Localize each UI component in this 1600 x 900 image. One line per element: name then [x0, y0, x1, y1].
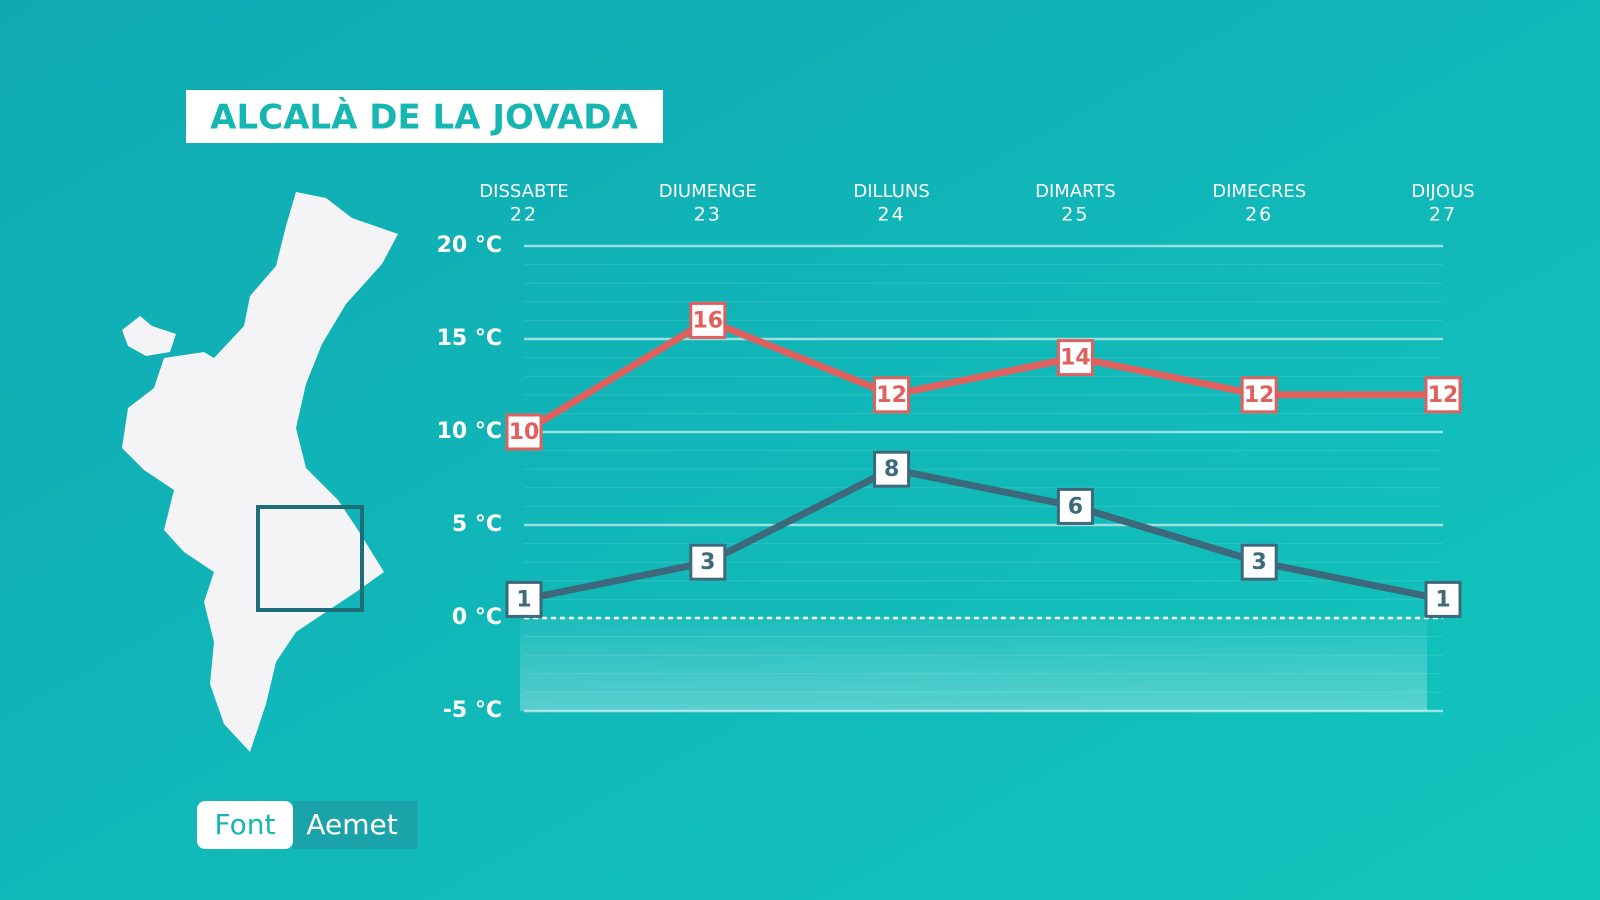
x-tick-date: 27	[1429, 204, 1457, 226]
x-tick-label: DIMARTS	[1035, 181, 1116, 202]
data-label: 1	[1435, 587, 1450, 612]
x-tick-date: 25	[1061, 204, 1089, 226]
data-point	[1056, 487, 1094, 525]
x-tick-date: 22	[510, 204, 538, 226]
data-point	[1424, 376, 1462, 414]
data-label: 6	[1068, 494, 1083, 519]
data-label: 12	[1244, 383, 1275, 408]
below-zero-band	[520, 618, 1427, 711]
data-label: 12	[1428, 383, 1459, 408]
data-label: 8	[884, 457, 899, 482]
data-point	[873, 450, 911, 488]
x-tick-date: 26	[1245, 204, 1273, 226]
data-label: 1	[516, 587, 531, 612]
source-label: Font	[215, 808, 276, 841]
data-point	[689, 543, 727, 581]
series-line	[522, 316, 1443, 435]
x-tick-date: 24	[878, 204, 906, 226]
x-tick-label: DIMECRES	[1212, 181, 1306, 202]
x-tick-label: DIUMENGE	[659, 181, 757, 202]
data-point	[689, 301, 727, 339]
data-point	[1056, 339, 1094, 377]
data-label: 14	[1060, 346, 1091, 371]
data-point	[505, 413, 543, 451]
data-label: 12	[876, 383, 907, 408]
data-point	[1240, 376, 1278, 414]
chart-title: ALCALÀ DE LA JOVADA	[210, 97, 638, 138]
data-point	[505, 580, 543, 618]
map-shape	[122, 192, 398, 752]
data-label: 16	[692, 308, 723, 333]
x-tick-date: 23	[694, 204, 722, 226]
data-label: 3	[700, 550, 715, 575]
map-island	[122, 316, 176, 356]
source-box	[293, 801, 418, 849]
source-label-box	[197, 801, 293, 849]
y-tick-label: 0 °C	[452, 605, 502, 630]
data-label: 3	[1252, 550, 1267, 575]
y-tick-label: 5 °C	[452, 512, 502, 537]
source: Aemet	[306, 808, 397, 841]
data-point	[1424, 580, 1462, 618]
y-tick-label: 10 °C	[437, 419, 502, 444]
data-point	[1240, 543, 1278, 581]
x-tick-label: DISSABTE	[479, 181, 568, 202]
title-box	[186, 90, 663, 143]
data-label: 10	[509, 420, 540, 445]
x-tick-label: DILLUNS	[853, 181, 929, 202]
area-marker	[256, 505, 364, 612]
data-point	[873, 376, 911, 414]
series-line	[523, 465, 1444, 603]
x-tick-label: DIJOUS	[1411, 181, 1474, 202]
y-tick-label: 20 °C	[437, 233, 502, 258]
y-tick-label: 15 °C	[437, 326, 502, 351]
region-map	[122, 192, 398, 752]
y-tick-label: -5 °C	[443, 698, 502, 723]
